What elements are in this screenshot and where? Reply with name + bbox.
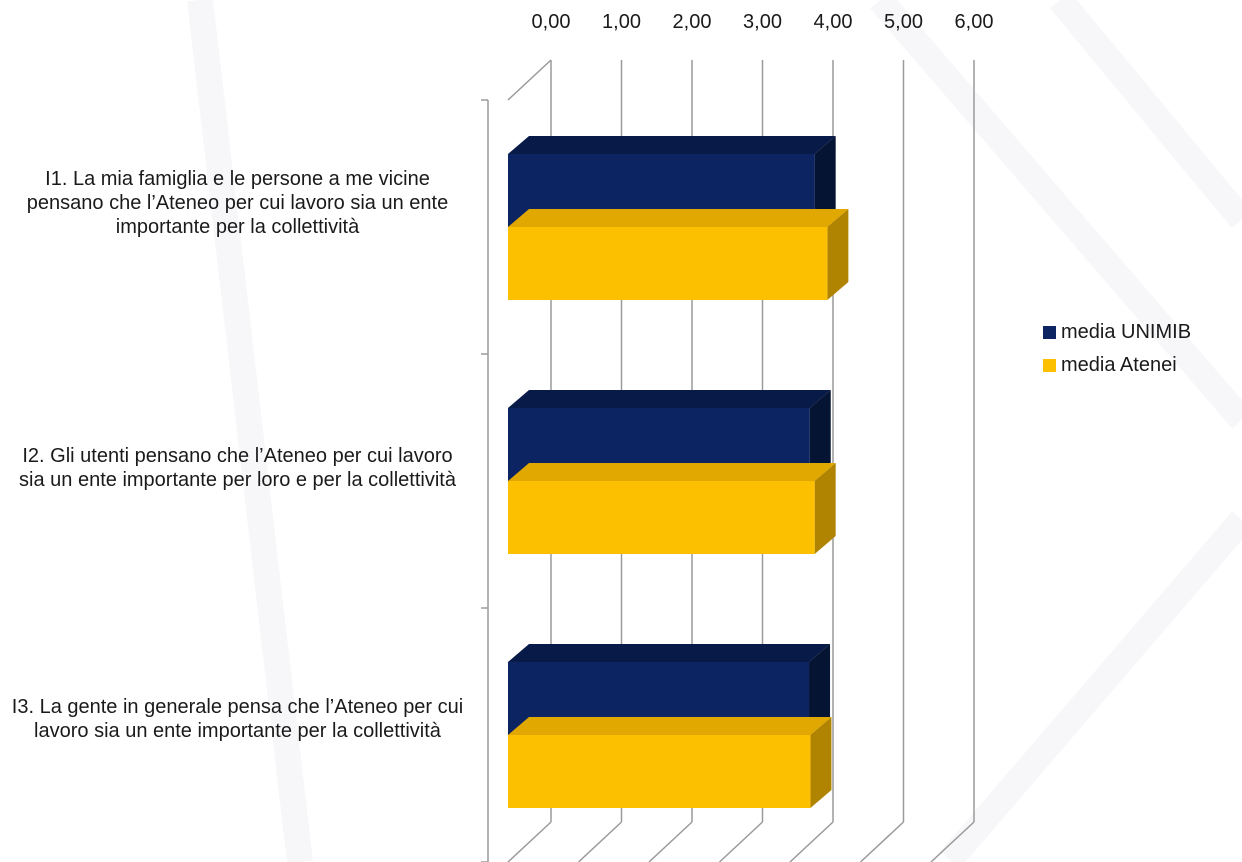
legend-label: media UNIMIB: [1061, 320, 1192, 343]
bar-top-face: [508, 644, 831, 662]
floor-gridline: [648, 821, 693, 862]
legend: media UNIMIB media Atenei: [1043, 320, 1191, 386]
bar: [508, 209, 849, 300]
bar-side-face: [814, 463, 836, 554]
x-axis-tick-labels: 0,00 1,00 2,00 3,00 4,00 5,00 6,00: [532, 11, 994, 33]
x-tick-label: 4,00: [814, 11, 853, 33]
x-tick-label: 5,00: [884, 11, 923, 33]
axis-edge: [507, 59, 552, 101]
floor-gridline: [859, 821, 905, 862]
floor-gridline: [930, 821, 975, 862]
category-label: I3. La gente in generale pensa che l’Ate…: [11, 696, 464, 742]
background-stripe: [1049, 0, 1242, 229]
bar-top-face: [508, 717, 832, 735]
legend-item-unimib: media UNIMIB: [1043, 320, 1191, 344]
legend-swatch-atenei: [1043, 358, 1056, 372]
x-tick-label: 6,00: [955, 11, 994, 33]
category-label: I2. Gli utenti pensano che l’Ateneo per …: [19, 445, 456, 491]
floor-gridline: [507, 821, 552, 862]
floor-gridline: [789, 821, 834, 862]
bar-side-face: [809, 390, 831, 481]
bar-side-face: [827, 209, 849, 300]
x-tick-label: 3,00: [743, 11, 782, 33]
bar-side-face: [814, 136, 836, 227]
bar-front-face: [508, 481, 815, 554]
bar-front-face: [508, 227, 828, 300]
bar-top-face: [508, 463, 836, 481]
bar-side-face: [810, 717, 832, 808]
background-stripe: [940, 511, 1242, 862]
bar-top-face: [508, 136, 836, 154]
background-stripe: [187, 0, 313, 862]
bar-top-face: [508, 390, 831, 408]
x-tick-label: 0,00: [532, 11, 571, 33]
bars: [508, 136, 849, 808]
bar-front-face: [508, 735, 811, 808]
background-stripe: [870, 0, 1242, 429]
legend-label: media Atenei: [1061, 353, 1177, 376]
bar: [508, 463, 836, 554]
floor-gridline: [718, 821, 764, 862]
floor-gridline: [577, 821, 623, 862]
bar-side-face: [809, 644, 831, 735]
legend-item-atenei: media Atenei: [1043, 353, 1191, 377]
bar: [508, 717, 832, 808]
background-decoration: [187, 0, 1242, 862]
legend-swatch-unimib: [1043, 325, 1056, 339]
x-tick-label: 1,00: [602, 11, 641, 33]
bar-top-face: [508, 209, 849, 227]
category-label: I1. La mia famiglia e le persone a me vi…: [26, 168, 449, 238]
x-tick-label: 2,00: [673, 11, 712, 33]
